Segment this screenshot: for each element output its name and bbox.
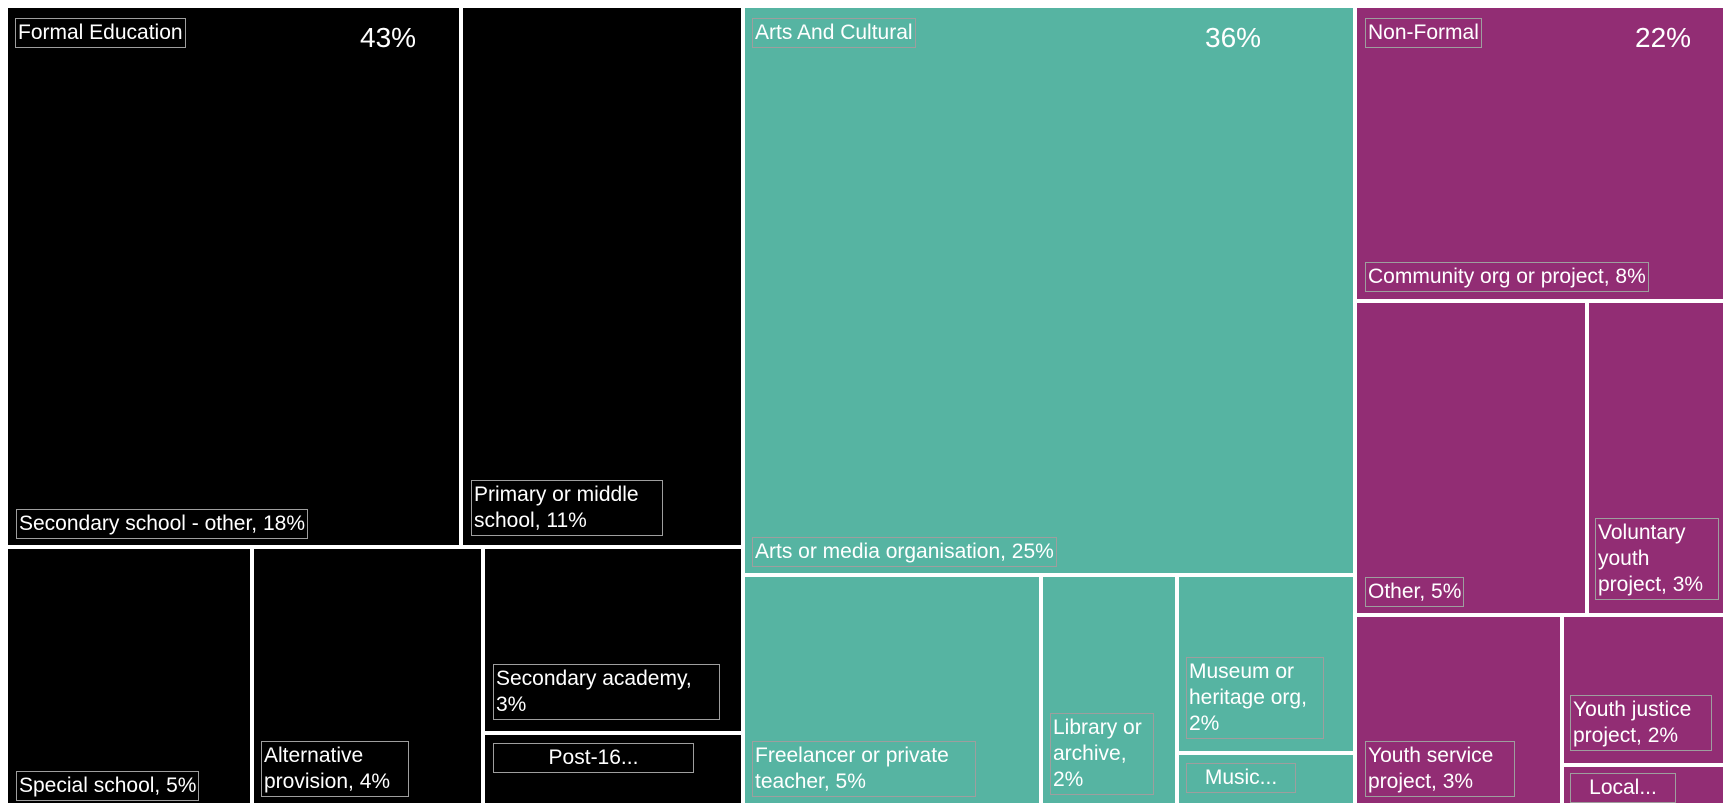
cell-label-arts-or-media-organisation: Arts or media organisation, 25% [752,537,1057,567]
group-percent-arts-and-cultural: 36% [1205,22,1262,53]
group-title-formal-education: Formal Education [15,18,186,48]
cell-label-museum-or-heritage-org: Museum or heritage org, 2% [1186,657,1324,739]
group-percent-formal-education: 43% [360,22,417,53]
cell-label-special-school: Special school, 5% [16,771,200,801]
group-title-arts-and-cultural: Arts And Cultural [752,18,916,48]
treemap-cell-other[interactable] [1357,303,1585,613]
treemap-cell-voluntary-youth-project[interactable] [1589,303,1723,613]
cell-label-other: Other, 5% [1365,577,1465,607]
treemap-cell-secondary-school-other[interactable] [8,8,459,545]
treemap-cell-museum-or-heritage-org[interactable] [1179,577,1353,751]
treemap-cell-youth-service-project[interactable] [1357,617,1560,803]
treemap-cell-freelancer-or-private-teacher[interactable] [745,577,1039,803]
treemap-cell-youth-justice-project[interactable] [1564,617,1723,763]
cell-label-music: Music... [1186,763,1296,793]
cell-label-primary-or-middle-school: Primary or middle school, 11% [471,480,663,536]
group-title-non-formal: Non-Formal [1365,18,1482,48]
cell-label-community-org-or-project: Community org or project, 8% [1365,262,1649,292]
cell-label-voluntary-youth-project: Voluntary youth project, 3% [1595,518,1719,600]
cell-label-secondary-academy: Secondary academy, 3% [493,664,720,720]
group-percent-non-formal: 22% [1635,22,1692,53]
cell-label-freelancer-or-private-teacher: Freelancer or private teacher, 5% [752,741,976,797]
treemap-cell-arts-or-media-organisation[interactable] [745,8,1353,573]
treemap-cell-alternative-provision[interactable] [254,549,481,803]
treemap-cell-primary-or-middle-school[interactable] [463,8,741,545]
cell-label-library-or-archive: Library or archive, 2% [1050,713,1154,795]
cell-label-youth-service-project: Youth service project, 3% [1365,741,1515,797]
treemap-cell-community-org-or-project[interactable] [1357,8,1723,299]
cell-label-secondary-school-other: Secondary school - other, 18% [16,509,309,539]
cell-label-post-16: Post-16... [493,743,694,773]
cell-label-alternative-provision: Alternative provision, 4% [261,741,409,797]
cell-label-youth-justice-project: Youth justice project, 2% [1570,695,1712,751]
treemap-cell-post-16[interactable] [485,735,741,803]
treemap-cell-secondary-academy[interactable] [485,549,741,731]
treemap-cell-special-school[interactable] [8,549,250,803]
cell-label-local: Local... [1570,773,1676,803]
